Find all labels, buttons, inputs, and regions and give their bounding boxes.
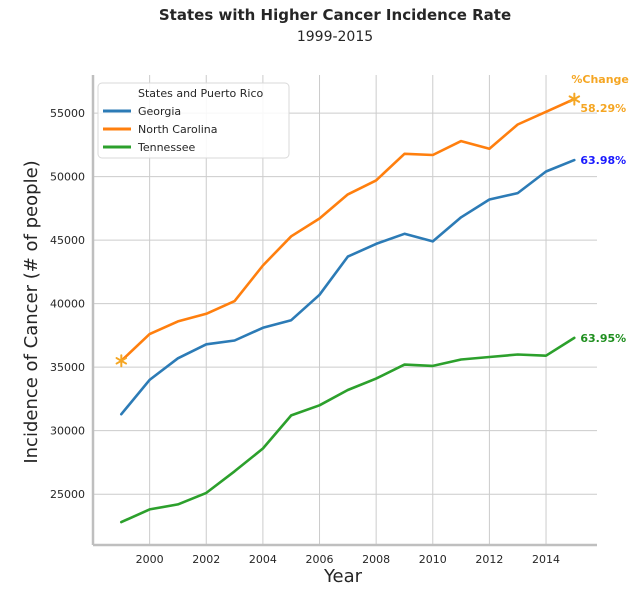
x-tick-labels: 2000 2002 2004 2006 2008 2010 2012 2014 (136, 553, 560, 566)
percent-change-label: 63.98% (580, 154, 626, 167)
series-line-georgia (120, 158, 576, 416)
series-line-north-carolina (120, 97, 576, 363)
axes (91, 75, 597, 547)
y-tick-label: 25000 (50, 488, 85, 501)
y-tick-labels: 25000 30000 35000 40000 45000 50000 55000 (50, 107, 85, 501)
percent-change-annotations: %Change 58.29% 63.98% 63.95% (571, 73, 629, 345)
x-tick-label: 2006 (306, 553, 334, 566)
grid-lines (93, 75, 597, 545)
x-tick-label: 2008 (362, 553, 390, 566)
series-lines (120, 97, 576, 524)
y-axis-label: Incidence of Cancer (# of people) (21, 160, 42, 463)
star-marker (115, 354, 128, 368)
percent-change-label: 58.29% (580, 102, 626, 115)
series-markers (115, 92, 581, 368)
series-line-tennessee (120, 336, 576, 524)
legend-label: North Carolina (138, 123, 218, 136)
x-axis-label: Year (323, 566, 363, 587)
y-tick-label: 50000 (50, 171, 85, 184)
legend-box (97, 82, 290, 159)
legend-title: States and Puerto Rico (138, 87, 264, 100)
x-tick-label: 2002 (192, 553, 220, 566)
x-tick-label: 2012 (475, 553, 503, 566)
y-tick-label: 40000 (50, 298, 85, 311)
legend-label: Georgia (138, 105, 181, 118)
star-marker (568, 92, 581, 106)
legend: States and Puerto Rico Georgia North Carol… (97, 82, 290, 159)
y-tick-label: 30000 (50, 425, 85, 438)
x-tick-label: 2010 (419, 553, 447, 566)
percent-change-label: %Change (571, 73, 629, 86)
y-tick-label: 35000 (50, 361, 85, 374)
y-tick-label: 55000 (50, 107, 85, 120)
chart-subtitle: 1999-2015 (297, 29, 373, 45)
x-tick-label: 2004 (249, 553, 277, 566)
percent-change-label: 63.95% (580, 332, 626, 345)
y-tick-label: 45000 (50, 234, 85, 247)
x-tick-label: 2014 (532, 553, 560, 566)
x-tick-label: 2000 (136, 553, 164, 566)
chart-title: States with Higher Cancer Incidence Rate (159, 6, 511, 24)
legend-label: Tennessee (137, 141, 196, 154)
